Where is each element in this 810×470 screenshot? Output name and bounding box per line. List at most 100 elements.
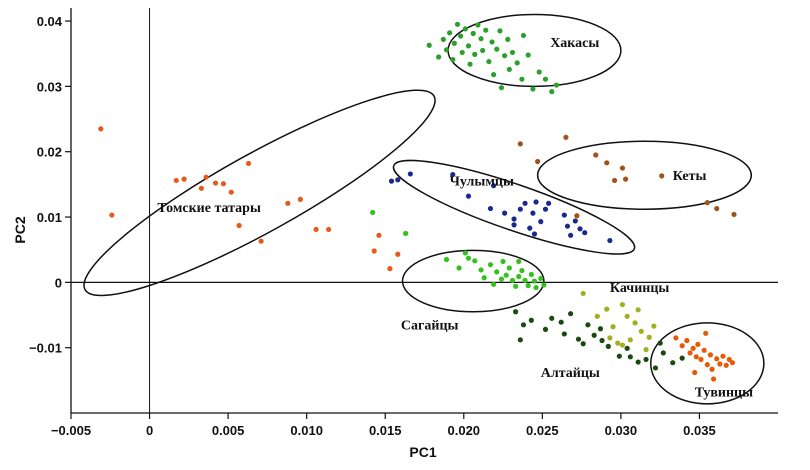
data-point — [538, 219, 544, 225]
data-point — [98, 126, 104, 132]
data-point — [561, 331, 567, 337]
data-point — [538, 275, 544, 282]
data-point — [478, 36, 484, 42]
data-point — [563, 134, 569, 140]
data-point — [326, 226, 332, 233]
data-point — [513, 309, 519, 315]
y-tick-label: 0.01 — [37, 210, 62, 225]
data-point — [673, 335, 679, 341]
data-point — [542, 206, 549, 212]
group-label: Качинцы — [610, 281, 670, 296]
data-point — [487, 262, 494, 268]
data-point — [679, 343, 685, 349]
data-point — [580, 341, 586, 347]
data-point — [632, 320, 638, 326]
data-point — [285, 200, 291, 206]
data-point — [707, 352, 714, 358]
data-point — [456, 265, 462, 271]
data-point — [516, 258, 522, 265]
data-point — [395, 177, 401, 183]
data-point — [605, 343, 611, 349]
data-point — [458, 33, 464, 39]
data-point — [627, 337, 633, 343]
group-ellipse — [536, 140, 753, 210]
data-point — [519, 76, 525, 82]
data-point — [407, 171, 413, 177]
data-point — [467, 61, 473, 67]
data-point — [513, 283, 519, 289]
data-point — [481, 275, 487, 281]
data-point — [561, 212, 567, 218]
data-point — [714, 356, 720, 362]
data-point — [619, 301, 626, 308]
data-point — [646, 334, 652, 340]
data-point — [440, 36, 446, 42]
data-point — [519, 267, 525, 274]
group-label: Сагайцы — [401, 318, 459, 333]
data-point — [450, 57, 456, 63]
data-point — [509, 49, 516, 56]
data-point — [506, 265, 512, 271]
data-point — [568, 232, 574, 238]
data-point — [731, 211, 737, 218]
data-point — [491, 183, 497, 189]
data-point — [619, 342, 626, 348]
x-tick-label: 0.015 — [369, 423, 402, 438]
data-point — [604, 160, 610, 166]
data-point — [516, 273, 522, 280]
data-point — [643, 356, 649, 363]
data-point — [443, 47, 450, 53]
data-point — [109, 212, 115, 218]
data-point — [610, 324, 616, 330]
data-point — [698, 356, 704, 363]
data-point — [693, 354, 699, 360]
group-label: Алтайцы — [541, 366, 600, 381]
data-point — [376, 232, 382, 238]
data-point — [489, 39, 495, 45]
data-point — [451, 40, 457, 46]
data-point — [670, 360, 676, 366]
data-point — [536, 69, 542, 75]
data-point — [181, 176, 187, 182]
data-points — [98, 21, 737, 382]
data-point — [597, 326, 604, 332]
data-point — [577, 226, 583, 232]
data-point — [447, 30, 453, 36]
data-point — [525, 52, 531, 58]
data-point — [726, 356, 732, 363]
data-point — [525, 283, 531, 289]
data-point — [591, 332, 597, 338]
data-point — [487, 205, 494, 212]
data-point — [517, 206, 523, 212]
data-point — [491, 281, 497, 287]
data-point — [465, 43, 472, 49]
x-tick-label: 0.005 — [212, 423, 245, 438]
group-label: Томские татары — [157, 201, 261, 216]
data-point — [599, 337, 605, 344]
data-point — [500, 258, 506, 265]
data-point — [542, 326, 549, 332]
data-point — [619, 165, 626, 171]
data-point — [594, 313, 600, 319]
data-point — [528, 317, 534, 323]
group-ellipse — [392, 159, 636, 255]
data-point — [717, 361, 723, 367]
y-tick-label: 0 — [55, 275, 62, 290]
data-point — [503, 272, 509, 278]
group-labels: Хакасы Кеты Чулымцы Томские татары Сагайцы Ка… — [157, 36, 753, 400]
x-tick-label: 0.025 — [526, 423, 559, 438]
axis-ticks: −0.005 0 0.005 0.010 0.015 0.020 0.025 0.030 0.0… — [29, 14, 716, 438]
data-point — [531, 231, 538, 237]
data-point — [638, 328, 644, 334]
data-point — [212, 180, 219, 186]
data-point — [660, 350, 666, 356]
data-point — [502, 53, 508, 59]
data-point — [509, 277, 516, 283]
data-point — [580, 290, 586, 297]
data-point — [465, 255, 472, 261]
data-point — [684, 337, 690, 344]
x-tick-label: 0.010 — [290, 423, 323, 438]
data-point — [612, 177, 618, 184]
data-point — [228, 189, 234, 195]
